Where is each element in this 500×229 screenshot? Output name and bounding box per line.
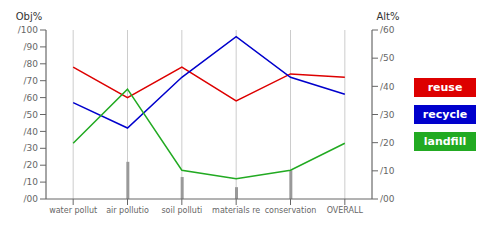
- svg-text:/60: /60: [24, 93, 39, 103]
- svg-text:materials re: materials re: [212, 206, 260, 215]
- html-text:recycle: recycle: [422, 108, 468, 121]
- svg-text:/70: /70: [24, 76, 39, 86]
- svg-text:Obj%: Obj%: [16, 11, 43, 22]
- svg-text:water pollut: water pollut: [49, 206, 97, 215]
- svg-text:/30: /30: [24, 143, 39, 153]
- svg-text:/10: /10: [380, 166, 395, 176]
- svg-text:Alt%: Alt%: [376, 11, 399, 22]
- svg-text:/60: /60: [380, 25, 395, 35]
- svg-text:/50: /50: [24, 110, 39, 120]
- svg-text:/20: /20: [380, 138, 395, 148]
- svg-text:/40: /40: [380, 82, 395, 92]
- html-text:landfill: landfill: [423, 135, 467, 148]
- svg-text:soil polluti: soil polluti: [161, 206, 202, 215]
- svg-text:/30: /30: [380, 110, 395, 120]
- svg-text:/10: /10: [24, 177, 39, 187]
- svg-text:conservation: conservation: [265, 206, 317, 215]
- svg-text:/80: /80: [24, 59, 39, 69]
- svg-text:OVERALL: OVERALL: [327, 206, 364, 215]
- svg-text:/90: /90: [24, 42, 39, 52]
- svg-text:/00: /00: [24, 194, 39, 204]
- svg-text:/00: /00: [380, 194, 395, 204]
- svg-text:/50: /50: [380, 53, 395, 63]
- svg-text:/40: /40: [24, 127, 39, 137]
- svg-text:/20: /20: [24, 160, 39, 170]
- svg-text:/100: /100: [18, 25, 38, 35]
- svg-text:air pollutio: air pollutio: [106, 206, 149, 215]
- html-text:reuse: reuse: [427, 81, 463, 94]
